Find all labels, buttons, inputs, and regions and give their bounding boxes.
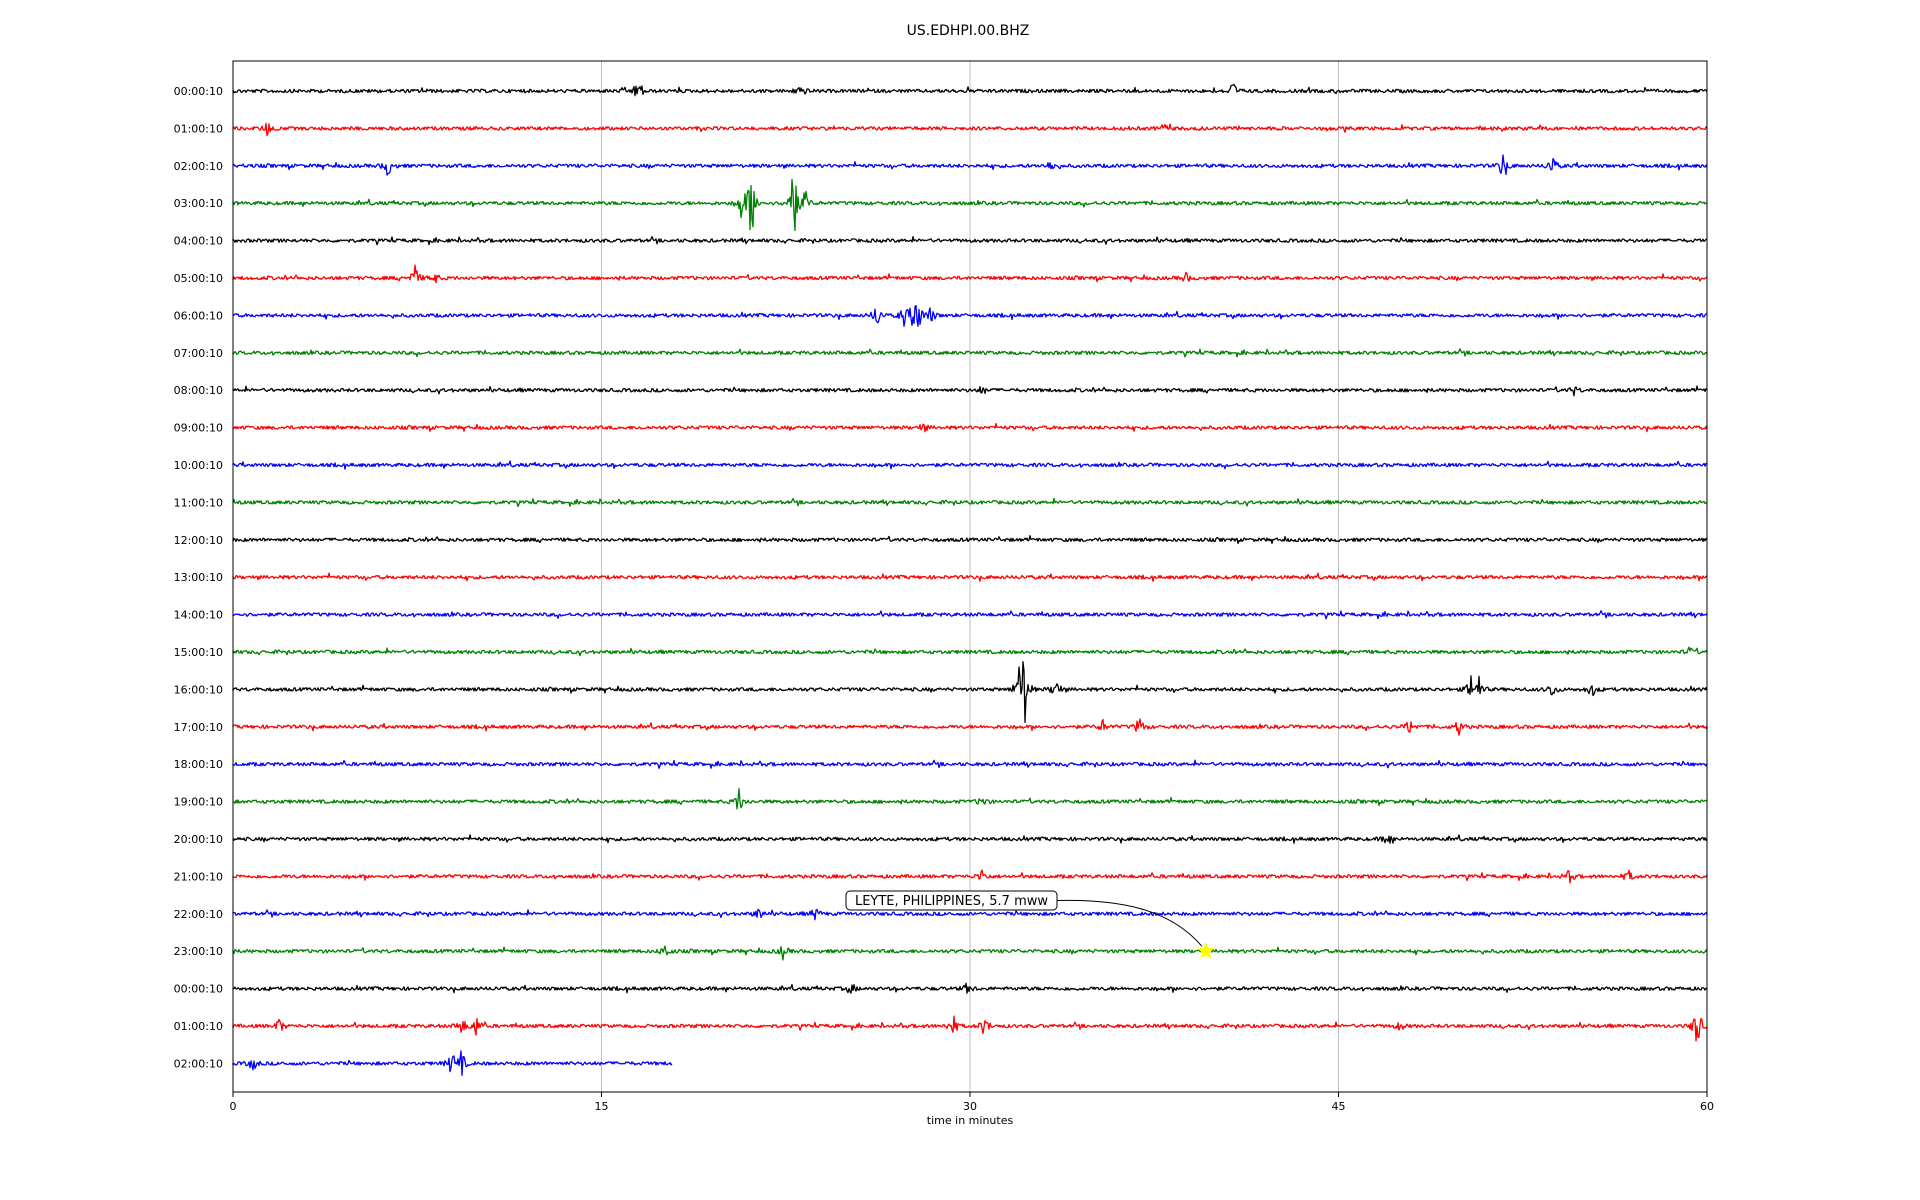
- row-time-label: 23:00:10: [174, 945, 223, 958]
- row-time-label: 12:00:10: [174, 534, 223, 547]
- row-time-label: 00:00:10: [174, 85, 223, 98]
- row-time-label: 18:00:10: [174, 758, 223, 771]
- annotation-box: [845, 890, 1058, 911]
- plot-frame: [232, 60, 1708, 1093]
- row-time-label: 16:00:10: [174, 683, 223, 696]
- trace-row-23: [232, 945, 1708, 961]
- row-time-label: 11:00:10: [174, 496, 223, 509]
- row-time-label: 02:00:10: [174, 160, 223, 173]
- row-time-label: 04:00:10: [174, 235, 223, 248]
- row-time-label: 15:00:10: [174, 646, 223, 659]
- row-time-label: 09:00:10: [174, 422, 223, 435]
- row-time-label: 06:00:10: [174, 309, 223, 322]
- x-tick-label: 60: [1700, 1100, 1714, 1113]
- x-axis-label: time in minutes: [927, 1114, 1014, 1127]
- annotation-label: LEYTE, PHILIPPINES, 5.7 mww: [855, 894, 1048, 909]
- x-axis-ticks: 0 15 30 45 60: [230, 1092, 1714, 1113]
- row-time-label: 21:00:10: [174, 870, 223, 883]
- row-time-label: 07:00:10: [174, 347, 223, 360]
- trace-row-26: [232, 1050, 673, 1077]
- trace-row-9: [232, 422, 1708, 433]
- x-tick-label: 15: [595, 1100, 609, 1113]
- annotation-connector: [1056, 899, 1203, 947]
- row-time-label: 10:00:10: [174, 459, 223, 472]
- row-time-label: 14:00:10: [174, 609, 223, 622]
- trace-row-22: [232, 908, 1708, 921]
- x-tick-label: 0: [230, 1100, 237, 1113]
- row-time-label: 02:00:10: [174, 1057, 223, 1070]
- row-time-label: 13:00:10: [174, 571, 223, 584]
- x-tick-label: 45: [1332, 1100, 1346, 1113]
- row-time-label: 22:00:10: [174, 908, 223, 921]
- trace-row-11: [232, 497, 1708, 508]
- trace-row-1: [232, 122, 1708, 137]
- trace-lines: [232, 83, 1708, 1077]
- trace-row-24: [232, 982, 1708, 994]
- trace-row-20: [232, 834, 1708, 844]
- row-time-label: 00:00:10: [174, 983, 223, 996]
- chart-title: US.EDHPI.00.BHZ: [907, 23, 1030, 39]
- trace-row-14: [232, 610, 1708, 620]
- trace-row-17: [232, 718, 1708, 736]
- trace-row-21: [232, 869, 1708, 884]
- trace-row-2: [232, 154, 1708, 176]
- event-annotation: LEYTE, PHILIPPINES, 5.7 mww: [845, 890, 1215, 959]
- trace-row-6: [232, 304, 1707, 327]
- row-time-labels: 00:00:10 01:00:10 02:00:10 03:00:10 04:00:10…: [174, 85, 223, 1070]
- row-time-label: 08:00:10: [174, 384, 223, 397]
- trace-row-25: [232, 1015, 1708, 1042]
- trace-row-8: [232, 385, 1708, 397]
- trace-row-19: [232, 788, 1708, 810]
- trace-row-18: [232, 759, 1708, 769]
- trace-row-4: [232, 235, 1708, 246]
- trace-row-7: [232, 348, 1708, 358]
- row-time-label: 19:00:10: [174, 796, 223, 809]
- trace-row-15: [232, 646, 1708, 657]
- event-star-marker: [1196, 941, 1215, 959]
- trace-row-13: [232, 572, 1708, 582]
- trace-row-16: [232, 661, 1708, 723]
- trace-row-10: [232, 460, 1708, 470]
- trace-row-3: [232, 178, 1707, 232]
- trace-row-0: [232, 83, 1708, 97]
- row-time-label: 20:00:10: [174, 833, 223, 846]
- row-time-label: 03:00:10: [174, 197, 223, 210]
- row-time-label: 05:00:10: [174, 272, 223, 285]
- x-tick-label: 30: [963, 1100, 977, 1113]
- row-time-label: 01:00:10: [174, 1020, 223, 1033]
- row-time-label: 17:00:10: [174, 721, 223, 734]
- trace-row-12: [232, 535, 1708, 545]
- row-time-label: 01:00:10: [174, 122, 223, 135]
- trace-row-5: [232, 264, 1708, 284]
